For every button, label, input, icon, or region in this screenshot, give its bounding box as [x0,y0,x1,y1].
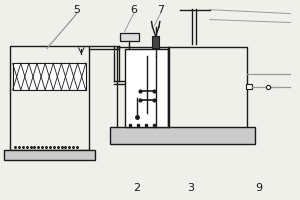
Bar [13,63,86,90]
Bar [152,36,159,48]
Bar [117,47,247,128]
Text: 7: 7 [157,5,164,15]
Text: 2: 2 [133,183,140,193]
Bar [120,33,139,41]
Text: 5: 5 [73,5,80,15]
Text: 3: 3 [187,183,194,193]
Bar [110,127,254,144]
Bar [246,84,251,89]
Bar [4,150,95,160]
Text: 9: 9 [255,183,262,193]
Bar [10,46,89,150]
Bar [124,49,168,127]
Text: 6: 6 [130,5,137,15]
